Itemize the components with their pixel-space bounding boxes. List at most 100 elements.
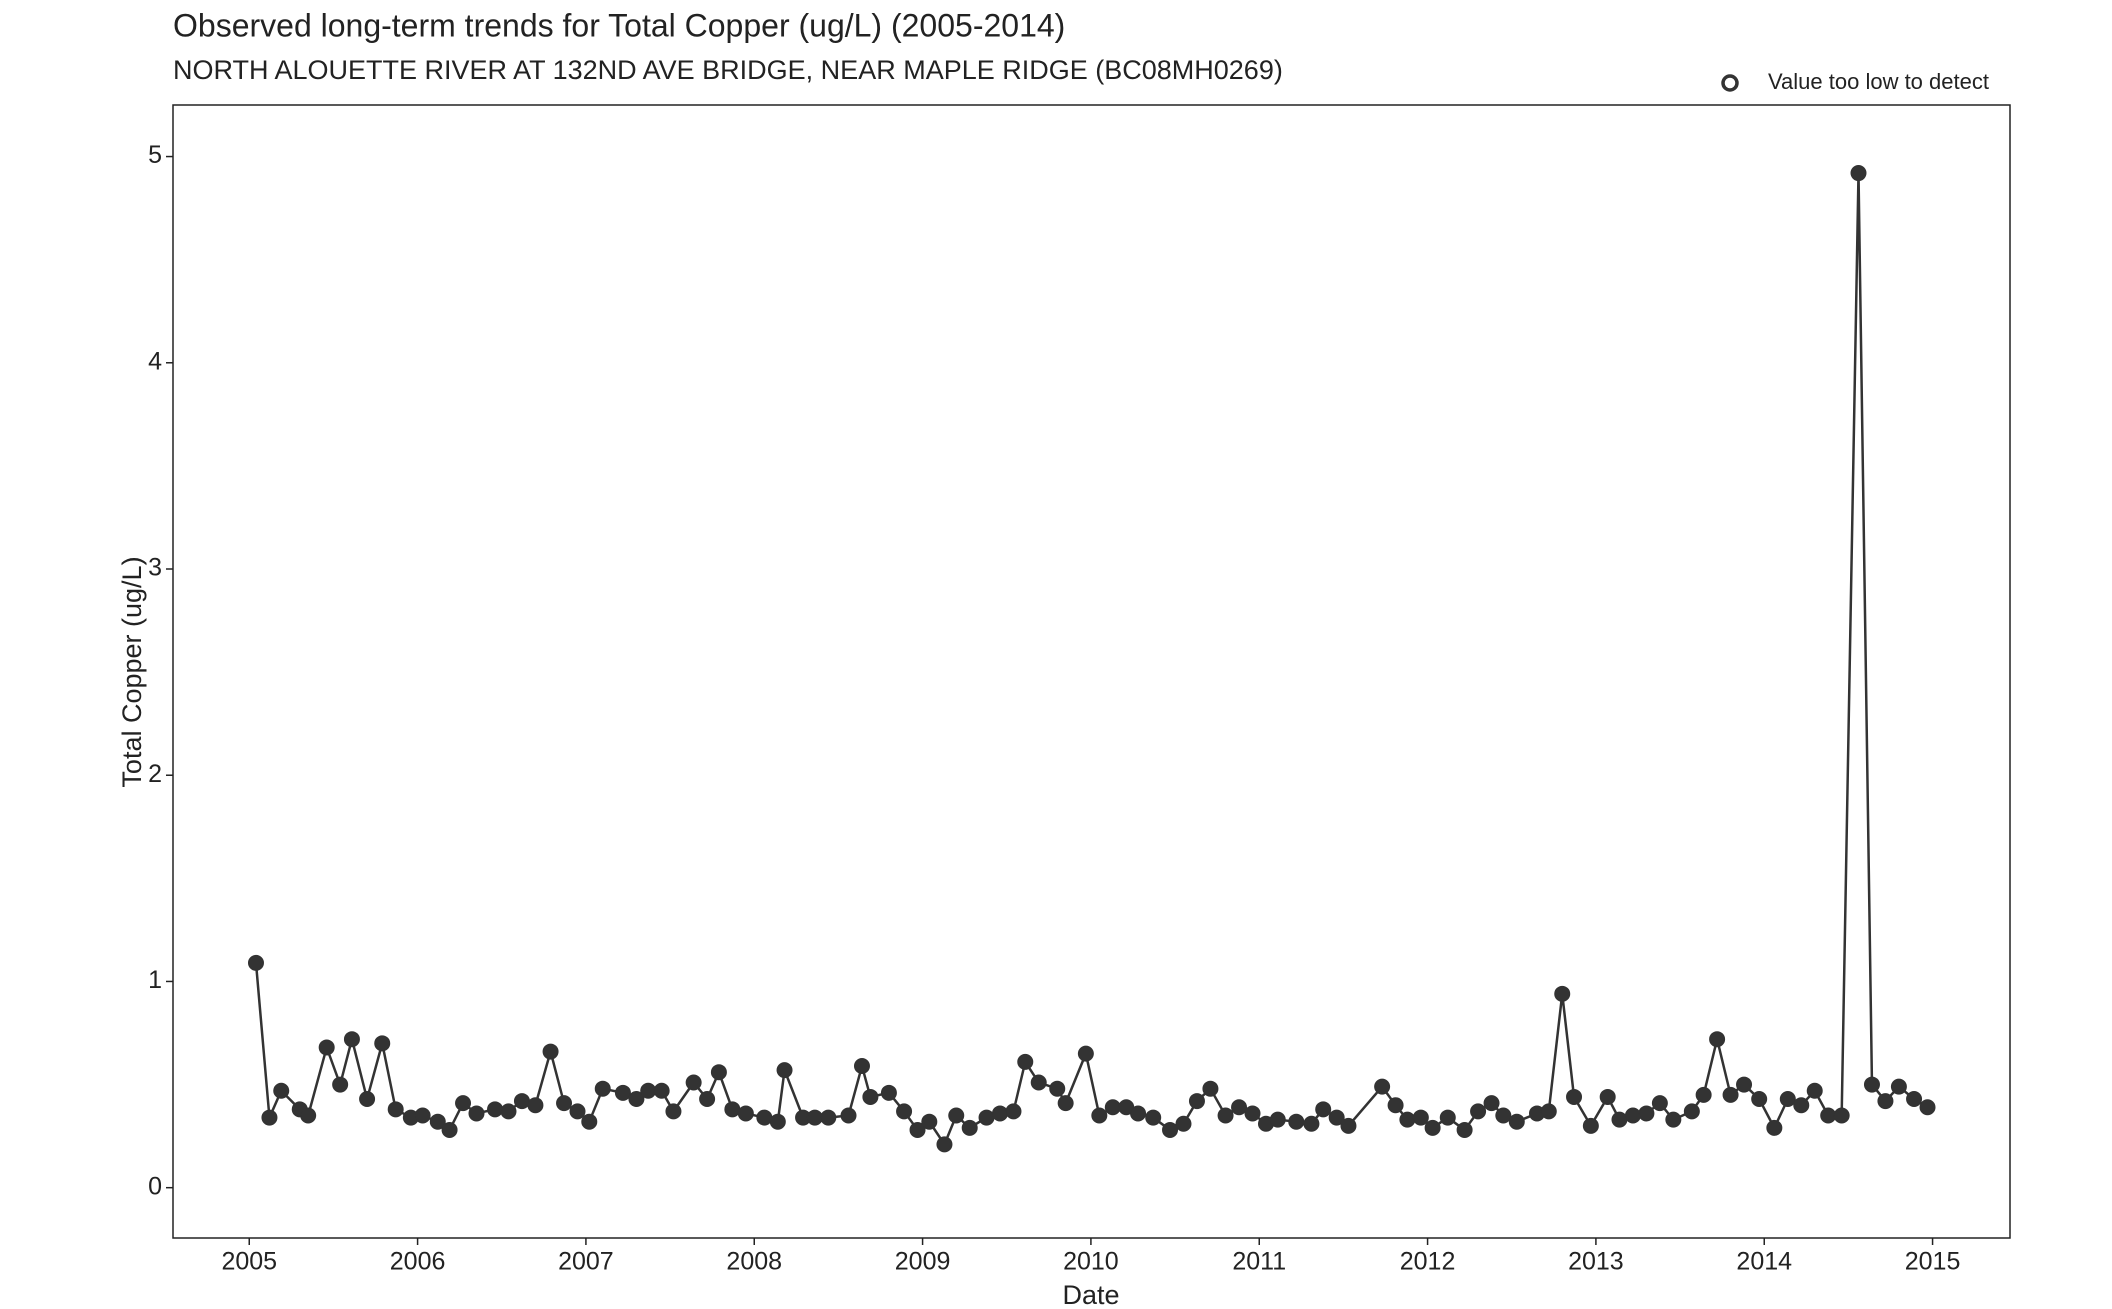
- data-point: [1566, 1088, 1583, 1105]
- data-point: [1919, 1099, 1936, 1116]
- data-point: [1077, 1045, 1094, 1062]
- y-tick-label: 4: [148, 347, 162, 375]
- data-point: [1906, 1091, 1923, 1108]
- y-axis-label: Total Copper (ug/L): [117, 556, 147, 787]
- data-point: [853, 1058, 870, 1075]
- data-point: [1695, 1086, 1712, 1103]
- chart-title: Observed long-term trends for Total Copp…: [173, 7, 1065, 43]
- data-point: [1863, 1076, 1880, 1093]
- legend-marker: [1721, 74, 1739, 92]
- x-tick-label: 2011: [1232, 1248, 1286, 1276]
- data-point: [1779, 1091, 1796, 1108]
- data-point: [1683, 1103, 1700, 1120]
- data-point: [992, 1105, 1009, 1122]
- data-point: [1877, 1093, 1894, 1110]
- data-point: [806, 1109, 823, 1126]
- data-point: [1175, 1115, 1192, 1132]
- data-point: [1091, 1107, 1108, 1124]
- data-point: [1303, 1115, 1320, 1132]
- data-point: [1470, 1103, 1487, 1120]
- data-point: [414, 1107, 431, 1124]
- data-point: [961, 1119, 978, 1136]
- data-point: [332, 1076, 349, 1093]
- data-point: [1751, 1091, 1768, 1108]
- data-point: [1340, 1117, 1357, 1134]
- data-point: [1736, 1076, 1753, 1093]
- data-point: [273, 1082, 290, 1099]
- data-point: [776, 1062, 793, 1079]
- data-point: [318, 1039, 335, 1056]
- data-point: [1833, 1107, 1850, 1124]
- x-tick-label: 2014: [1736, 1248, 1792, 1276]
- data-point: [1611, 1111, 1628, 1128]
- x-tick-label: 2006: [390, 1248, 446, 1276]
- data-point: [1387, 1097, 1404, 1114]
- data-point: [1288, 1113, 1305, 1130]
- y-tick-label: 1: [148, 966, 162, 994]
- data-point: [1399, 1111, 1416, 1128]
- data-point: [614, 1084, 631, 1101]
- data-point: [1651, 1095, 1668, 1112]
- data-point: [1540, 1103, 1557, 1120]
- y-tick-label: 3: [148, 554, 162, 582]
- data-point: [820, 1109, 837, 1126]
- data-point: [1130, 1105, 1147, 1122]
- data-point: [1793, 1097, 1810, 1114]
- data-point: [1638, 1105, 1655, 1122]
- data-point: [685, 1074, 702, 1091]
- data-point: [978, 1109, 995, 1126]
- data-point: [1315, 1101, 1332, 1118]
- data-point: [948, 1107, 965, 1124]
- data-point: [513, 1093, 530, 1110]
- data-point: [455, 1095, 472, 1112]
- x-tick-label: 2015: [1905, 1248, 1961, 1276]
- data-point: [1188, 1093, 1205, 1110]
- x-tick-label: 2009: [895, 1248, 951, 1276]
- data-point: [1424, 1119, 1441, 1136]
- x-tick-label: 2005: [221, 1248, 277, 1276]
- data-point: [1599, 1088, 1616, 1105]
- data-point: [387, 1101, 404, 1118]
- data-point: [468, 1105, 485, 1122]
- data-point: [1508, 1113, 1525, 1130]
- data-point: [1554, 985, 1571, 1002]
- legend-label: Value too low to detect: [1768, 69, 1989, 94]
- data-point: [1217, 1107, 1234, 1124]
- data-point: [1145, 1109, 1162, 1126]
- data-point: [261, 1109, 278, 1126]
- data-point: [1030, 1074, 1047, 1091]
- data-point: [1439, 1109, 1456, 1126]
- data-point: [640, 1082, 657, 1099]
- data-point: [628, 1091, 645, 1108]
- x-tick-label: 2013: [1568, 1248, 1624, 1276]
- data-point: [1890, 1078, 1907, 1095]
- data-point: [374, 1035, 391, 1052]
- data-point: [896, 1103, 913, 1120]
- data-point: [441, 1121, 458, 1138]
- data-point: [487, 1101, 504, 1118]
- data-point: [1806, 1082, 1823, 1099]
- data-point: [556, 1095, 573, 1112]
- x-axis-label: Date: [1062, 1280, 1119, 1309]
- data-point: [665, 1103, 682, 1120]
- data-point: [1820, 1107, 1837, 1124]
- x-tick-label: 2012: [1400, 1248, 1456, 1276]
- data-point: [1456, 1121, 1473, 1138]
- data-point: [710, 1064, 727, 1081]
- data-point: [769, 1113, 786, 1130]
- data-point: [343, 1031, 360, 1048]
- data-point: [500, 1103, 517, 1120]
- data-point: [1244, 1105, 1261, 1122]
- data-point: [909, 1121, 926, 1138]
- data-point: [756, 1109, 773, 1126]
- data-point: [724, 1101, 741, 1118]
- data-point: [936, 1136, 953, 1153]
- data-point: [594, 1080, 611, 1097]
- data-point: [1582, 1117, 1599, 1134]
- data-point: [247, 954, 264, 971]
- data-point: [653, 1082, 670, 1099]
- data-point: [1162, 1121, 1179, 1138]
- data-point: [1328, 1109, 1345, 1126]
- data-point: [921, 1113, 938, 1130]
